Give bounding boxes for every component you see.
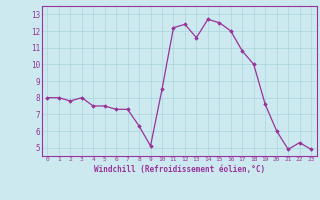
X-axis label: Windchill (Refroidissement éolien,°C): Windchill (Refroidissement éolien,°C): [94, 165, 265, 174]
